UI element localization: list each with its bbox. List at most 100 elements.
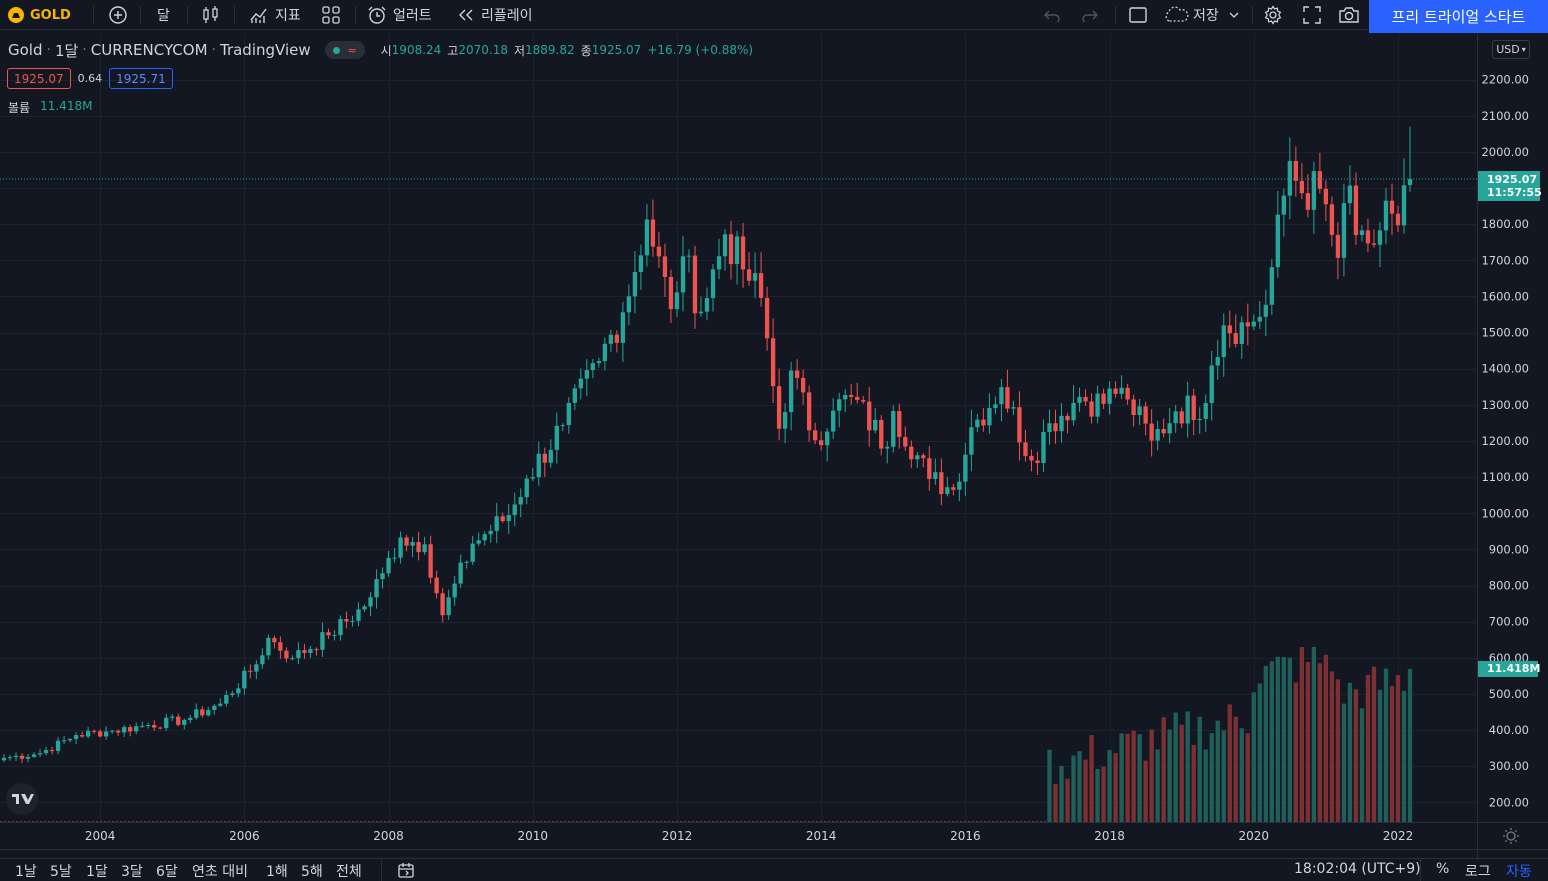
volume-bar (1269, 661, 1274, 822)
candle (422, 536, 427, 555)
fullscreen-button[interactable] (1302, 0, 1322, 30)
volume-bar (1197, 716, 1202, 822)
price-tick-label: 200.00 (1489, 795, 1529, 809)
range-button[interactable]: 1날 (15, 864, 37, 880)
candle (356, 602, 361, 627)
candle-body (158, 727, 163, 729)
candle (740, 223, 746, 288)
layouts-button[interactable] (321, 0, 341, 30)
price-tick-label: 500.00 (1489, 687, 1529, 701)
candle (698, 296, 704, 317)
free-trial-button[interactable]: 프리 트라이얼 스타트 (1369, 0, 1548, 33)
candle (224, 690, 229, 707)
candle-body (632, 272, 638, 297)
percent-scale-toggle[interactable]: % (1436, 861, 1450, 877)
range-button[interactable]: 6달 (156, 864, 178, 880)
chevron-down-icon (1229, 12, 1239, 18)
candle-body (656, 246, 662, 257)
candle (1173, 404, 1178, 433)
replay-button[interactable]: 리플레이 (457, 0, 533, 30)
candle-body (608, 334, 614, 344)
ask-price-box[interactable]: 1925.71 (109, 68, 173, 89)
bid-price-box[interactable]: 1925.07 (7, 68, 71, 89)
candle-body (1113, 388, 1118, 394)
candle-body (1089, 401, 1094, 417)
alert-button[interactable]: 얼러트 (367, 0, 432, 30)
date-range-button[interactable] (397, 862, 415, 881)
candle (1083, 389, 1088, 406)
volume-bar (1215, 720, 1220, 822)
legend-symbol-title[interactable]: Gold (8, 41, 43, 59)
chart-type-button[interactable] (202, 0, 220, 30)
candle (945, 476, 950, 497)
candle (825, 428, 830, 462)
snapshot-button[interactable] (1338, 0, 1360, 30)
candle (1179, 407, 1184, 429)
symbol-selector[interactable]: GOLD (8, 0, 71, 30)
range-button[interactable]: 연초 대비 (192, 864, 248, 880)
candle (1281, 188, 1286, 237)
candle (1227, 310, 1232, 348)
tradingview-logo-icon[interactable] (6, 783, 38, 815)
volume-label[interactable]: 볼륨 (8, 101, 31, 115)
candle-body (314, 649, 319, 651)
volume-bar (1071, 755, 1076, 822)
redo-button[interactable] (1081, 0, 1099, 30)
market-status-pill[interactable]: ≈ (324, 41, 365, 59)
undo-button[interactable] (1043, 0, 1061, 30)
range-button[interactable]: 3달 (121, 864, 143, 880)
range-button[interactable]: 1해 (266, 864, 288, 880)
candle-body (398, 537, 403, 558)
range-button[interactable]: 5날 (50, 864, 72, 880)
candle (1233, 314, 1238, 348)
range-button[interactable]: 5해 (301, 864, 323, 880)
candle-body (1209, 365, 1214, 404)
price-tick-label: 400.00 (1489, 723, 1529, 737)
volume-bar (1365, 674, 1371, 822)
interval-button[interactable]: 달 (157, 0, 170, 30)
candle-body (993, 404, 998, 408)
currency-selector[interactable]: USD ▾ (1492, 40, 1530, 59)
auto-scale-toggle[interactable]: 자동 (1506, 864, 1532, 880)
candle-body (1353, 185, 1359, 236)
time-axis[interactable]: 2004 2006 2008 2010 2012 2014 2016 2018 2020 2022 (85, 829, 1413, 843)
candle (61, 736, 67, 745)
candle-body (1215, 357, 1220, 366)
legend-source: TradingView (219, 41, 311, 59)
compare-symbol-button[interactable] (108, 0, 128, 30)
candle (1011, 400, 1016, 416)
price-tick-label: 1700.00 (1481, 253, 1529, 267)
candle (284, 647, 289, 663)
fullscreen-layout-button[interactable] (1128, 0, 1148, 30)
volume-bar (1113, 753, 1118, 822)
indicators-button[interactable]: 지표 (249, 0, 301, 30)
candle (680, 235, 686, 312)
log-scale-toggle[interactable]: 로그 (1465, 864, 1491, 880)
volume-bar (1329, 671, 1335, 822)
candle-body (728, 234, 734, 265)
candle (1023, 429, 1028, 462)
candle-body (272, 637, 277, 643)
candle (1401, 158, 1407, 234)
settings-button[interactable] (1263, 0, 1283, 30)
candle-body (230, 693, 235, 695)
candle-body (945, 487, 950, 495)
candle (1251, 314, 1256, 331)
calendar-icon (397, 863, 415, 881)
range-button[interactable]: 1달 (86, 864, 108, 880)
candle (482, 531, 487, 546)
clock-display[interactable]: 18:02:04 (UTC+9) (1294, 861, 1421, 877)
candle-body (416, 542, 421, 553)
save-button[interactable]: 저장 (1163, 0, 1239, 30)
candle-body (1263, 304, 1268, 317)
range-button[interactable]: 전체 (336, 864, 362, 880)
price-tick-label: 2200.00 (1481, 73, 1529, 87)
high-value: 2070.18 (458, 43, 508, 57)
candle-body (764, 297, 770, 339)
divider (234, 6, 235, 24)
candle-body (1155, 429, 1160, 441)
chevron-down-icon: ▾ (1521, 45, 1526, 54)
time-axis-settings-icon[interactable] (1503, 828, 1519, 844)
candle-body (61, 740, 67, 742)
